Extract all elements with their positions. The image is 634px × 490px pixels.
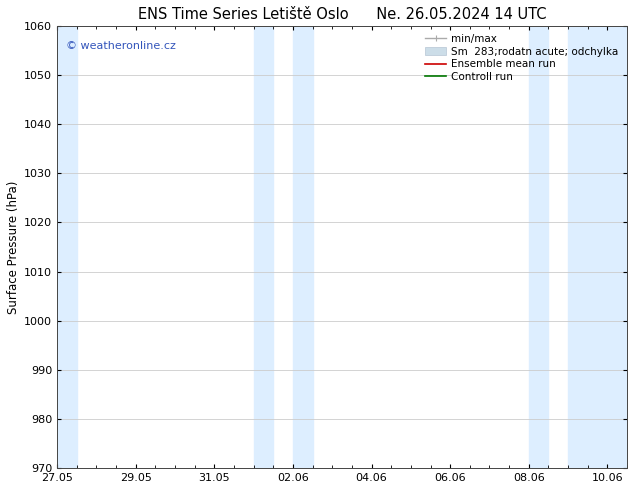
- Legend: min/max, Sm  283;rodatn acute; odchylka, Ensemble mean run, Controll run: min/max, Sm 283;rodatn acute; odchylka, …: [422, 31, 622, 85]
- Y-axis label: Surface Pressure (hPa): Surface Pressure (hPa): [7, 180, 20, 314]
- Bar: [529, 26, 548, 468]
- Text: © weatheronline.cz: © weatheronline.cz: [66, 41, 176, 51]
- Bar: [57, 26, 77, 468]
- Bar: [254, 26, 273, 468]
- Bar: [293, 26, 313, 468]
- Bar: [568, 26, 627, 468]
- Title: ENS Time Series Letiště Oslo      Ne. 26.05.2024 14 UTC: ENS Time Series Letiště Oslo Ne. 26.05.2…: [138, 7, 547, 22]
